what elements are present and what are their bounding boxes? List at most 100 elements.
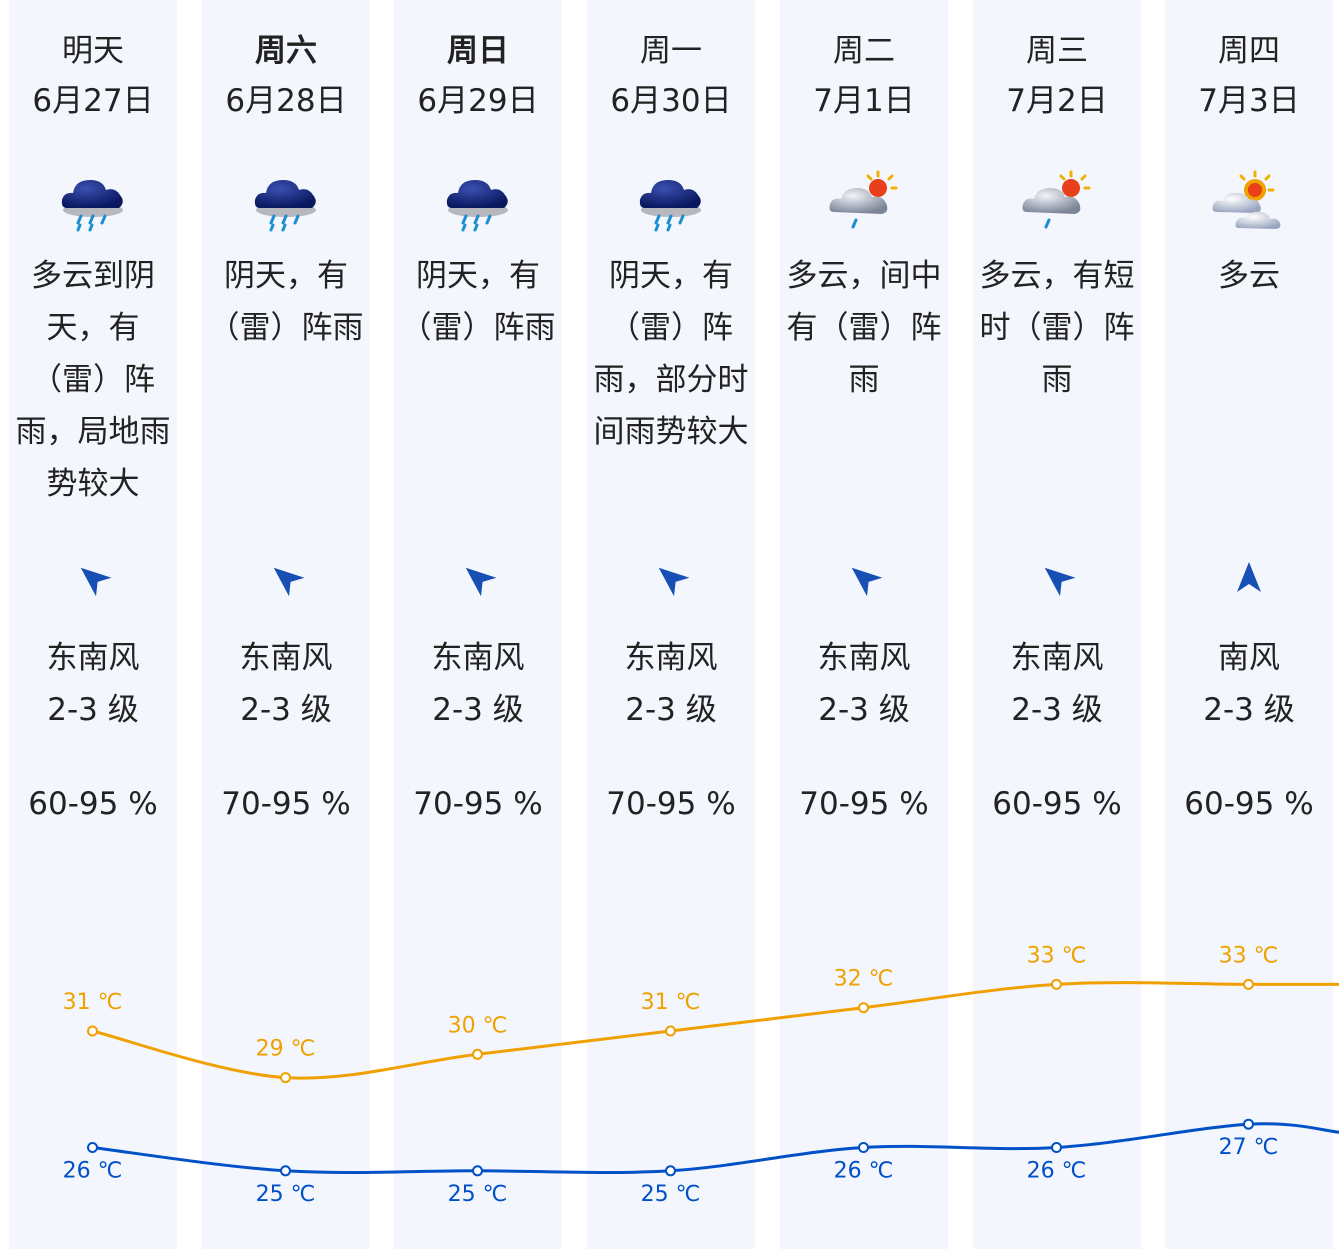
high-temp-point	[1051, 978, 1062, 990]
forecast-day-column: 周三 7月2日 多云，有短时（雷）阵雨 东南风 2-3 级 60-95 %	[973, 0, 1141, 1249]
day-header: 周六 6月28日	[202, 26, 370, 126]
wind-info: 东南风 2-3 级	[202, 632, 370, 736]
weather-description: 多云	[1218, 258, 1280, 294]
high-temp-label: 31 ℃	[63, 990, 123, 1015]
wind-direction-arrow-icon	[587, 556, 755, 600]
day-date: 6月28日	[225, 83, 347, 119]
wind-level: 2-3 级	[818, 692, 910, 728]
low-temp-line	[92, 1122, 1339, 1175]
forecast-day-column: 明天 6月27日 多云到阴天，有（雷）阵雨，局地雨势较大 东南风 2-3 级 6…	[9, 0, 177, 1249]
wind-info: 东南风 2-3 级	[973, 632, 1141, 736]
day-date: 6月27日	[32, 83, 154, 119]
day-name: 周日	[447, 33, 509, 69]
day-name: 明天	[62, 33, 124, 69]
wind-info: 东南风 2-3 级	[587, 632, 755, 736]
day-header: 周二 7月1日	[780, 26, 948, 126]
high-temp-line	[92, 981, 1339, 1080]
low-temp-label: 25 ℃	[256, 1182, 316, 1207]
partly-cloudy-icon	[1165, 168, 1333, 240]
wind-direction-arrow-icon	[202, 556, 370, 600]
humidity: 70-95 %	[221, 786, 351, 822]
high-temp-label: 29 ℃	[256, 1037, 316, 1062]
high-temp-point	[280, 1072, 291, 1084]
wind-direction-arrow-icon	[780, 556, 948, 600]
wind-direction-arrow-icon	[9, 556, 177, 600]
humidity: 70-95 %	[799, 786, 929, 822]
weather-description: 阴天，有（雷）阵雨，部分时间雨势较大	[593, 258, 749, 450]
forecast-day-column: 周四 7月3日 多云 南风 2-3 级 60-95 %	[1165, 0, 1333, 1249]
day-header: 周三 7月2日	[973, 26, 1141, 126]
day-date: 7月3日	[1198, 83, 1300, 119]
low-temp-point	[87, 1142, 98, 1153]
rain-cloud-icon	[9, 168, 177, 240]
low-temp-point	[1051, 1142, 1062, 1153]
rain-cloud-icon	[587, 168, 755, 240]
high-temp-label: 33 ℃	[1027, 943, 1087, 968]
day-name: 周四	[1218, 33, 1280, 69]
day-header: 周一 6月30日	[587, 26, 755, 126]
wind-direction-arrow-icon	[973, 556, 1141, 600]
wind-direction: 东南风	[1010, 640, 1104, 676]
wind-direction: 东南风	[624, 640, 718, 676]
day-date: 6月29日	[417, 83, 539, 119]
wind-level: 2-3 级	[47, 692, 139, 728]
wind-direction: 东南风	[46, 640, 140, 676]
high-temp-label: 33 ℃	[1219, 943, 1279, 968]
high-temp-label: 31 ℃	[641, 990, 701, 1015]
wind-direction-arrow-icon	[1165, 556, 1333, 600]
wind-level: 2-3 级	[625, 692, 717, 728]
humidity: 60-95 %	[1184, 786, 1314, 822]
day-name: 周一	[640, 33, 702, 69]
high-temp-point	[858, 1002, 869, 1014]
high-temp-label: 30 ℃	[448, 1013, 508, 1038]
day-name: 周二	[833, 33, 895, 69]
rain-cloud-icon	[394, 168, 562, 240]
wind-level: 2-3 级	[432, 692, 524, 728]
wind-direction: 东南风	[431, 640, 525, 676]
rain-cloud-icon	[202, 168, 370, 240]
low-temp-point	[858, 1142, 869, 1153]
low-temp-label: 26 ℃	[834, 1159, 894, 1184]
day-name: 周三	[1026, 33, 1088, 69]
sun-cloud-shower-icon	[780, 168, 948, 240]
low-temp-point	[1243, 1118, 1254, 1130]
high-temp-point	[665, 1025, 676, 1037]
low-temp-point	[472, 1165, 483, 1177]
high-temp-point	[87, 1025, 98, 1037]
humidity: 70-95 %	[606, 786, 736, 822]
low-temp-label: 26 ℃	[63, 1159, 123, 1184]
forecast-day-column: 周六 6月28日 阴天，有（雷）阵雨 东南风 2-3 级 70-95 %	[202, 0, 370, 1249]
day-header: 周四 7月3日	[1165, 26, 1333, 126]
day-date: 7月2日	[1006, 83, 1108, 119]
weather-description: 多云，间中有（雷）阵雨	[786, 258, 942, 398]
sun-cloud-shower-icon	[973, 168, 1141, 240]
day-name: 周六	[255, 33, 317, 69]
wind-level: 2-3 级	[1011, 692, 1103, 728]
wind-info: 东南风 2-3 级	[394, 632, 562, 736]
day-header: 明天 6月27日	[9, 26, 177, 126]
low-temp-label: 26 ℃	[1027, 1159, 1087, 1184]
low-temp-point	[665, 1165, 676, 1177]
wind-level: 2-3 级	[1203, 692, 1295, 728]
forecast-day-column: 周日 6月29日 阴天，有（雷）阵雨 东南风 2-3 级 70-95 %	[394, 0, 562, 1249]
weather-description: 多云，有短时（雷）阵雨	[979, 258, 1135, 398]
low-temp-label: 25 ℃	[448, 1182, 508, 1207]
forecast-day-column: 周一 6月30日 阴天，有（雷）阵雨，部分时间雨势较大 东南风 2-3 级 70…	[587, 0, 755, 1249]
day-date: 7月1日	[813, 83, 915, 119]
weather-description: 阴天，有（雷）阵雨	[208, 258, 364, 346]
humidity: 70-95 %	[413, 786, 543, 822]
high-temp-label: 32 ℃	[834, 967, 894, 992]
forecast-day-column: 周二 7月1日 多云，间中有（雷）阵雨 东南风 2-3 级 70-95 %	[780, 0, 948, 1249]
day-date: 6月30日	[610, 83, 732, 119]
wind-direction: 东南风	[239, 640, 333, 676]
humidity: 60-95 %	[992, 786, 1122, 822]
low-temp-label: 25 ℃	[641, 1182, 701, 1207]
wind-info: 南风 2-3 级	[1165, 632, 1333, 736]
wind-level: 2-3 级	[240, 692, 332, 728]
high-temp-point	[472, 1048, 483, 1060]
low-temp-label: 27 ℃	[1219, 1135, 1279, 1160]
wind-direction-arrow-icon	[394, 556, 562, 600]
wind-info: 东南风 2-3 级	[9, 632, 177, 736]
high-temp-point	[1243, 978, 1254, 990]
